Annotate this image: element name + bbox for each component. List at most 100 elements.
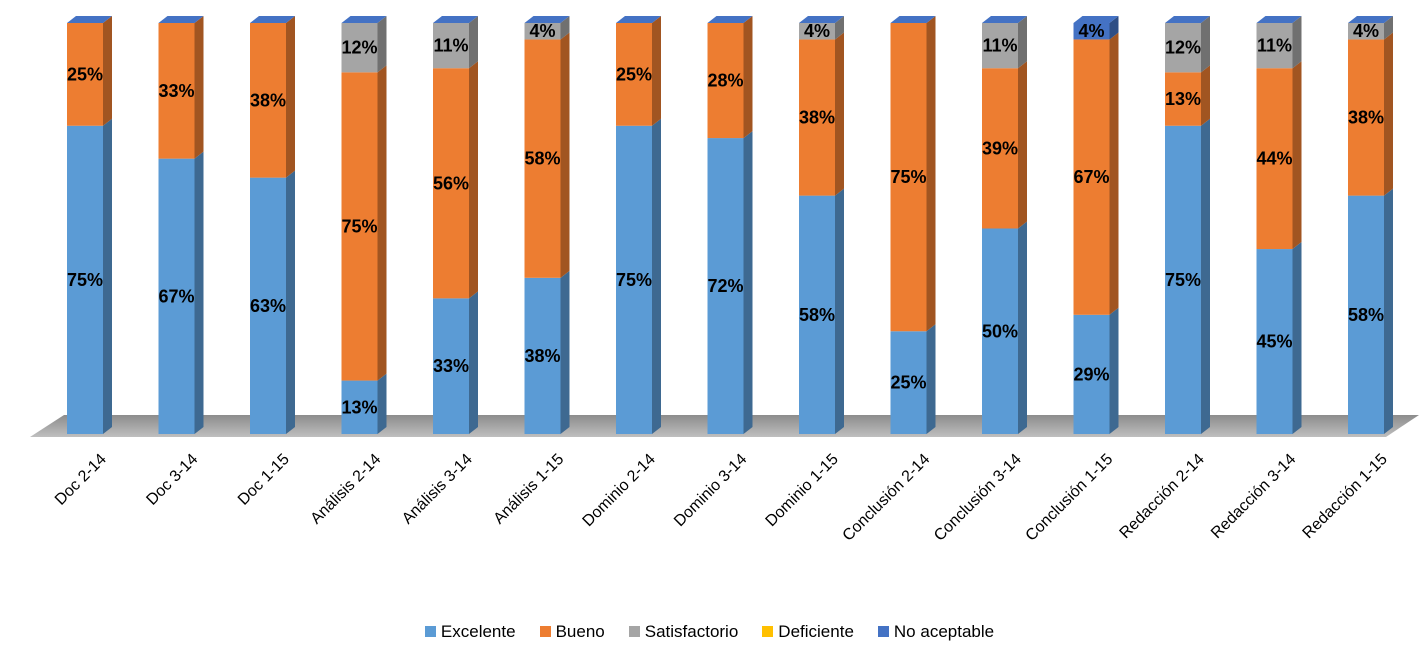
bar-segment bbox=[1256, 68, 1293, 250]
data-label: 4% bbox=[804, 21, 830, 41]
x-tick-label: Doc 2-14 bbox=[52, 451, 110, 509]
bar-segment bbox=[250, 23, 286, 178]
data-label: 12% bbox=[1165, 38, 1201, 58]
legend-swatch bbox=[539, 626, 551, 637]
bar-segment-side bbox=[1201, 65, 1210, 126]
bar-segment-side bbox=[560, 16, 570, 40]
bar-top bbox=[799, 16, 844, 23]
legend-swatch bbox=[628, 626, 640, 637]
bar-segment bbox=[799, 39, 835, 196]
bar-top bbox=[524, 16, 570, 23]
bar-segment-side bbox=[560, 32, 570, 278]
data-label: 75% bbox=[890, 167, 926, 187]
data-label: 38% bbox=[524, 346, 560, 366]
bar-segment bbox=[1165, 23, 1201, 73]
bar-segment bbox=[524, 39, 561, 278]
data-label: 4% bbox=[529, 21, 555, 41]
bar-segment bbox=[707, 138, 744, 434]
bar-segment-side bbox=[1384, 188, 1393, 434]
bar-segment bbox=[341, 72, 378, 381]
x-tick-label: Redacción 1-15 bbox=[1300, 451, 1391, 542]
bar-segment-side bbox=[835, 16, 844, 40]
bar-segment bbox=[1256, 249, 1293, 434]
x-tick-label: Análisis 3-14 bbox=[399, 451, 476, 528]
bar-segment-side bbox=[103, 16, 112, 126]
bar-segment bbox=[158, 23, 195, 159]
bar-segment-side bbox=[286, 170, 295, 434]
x-tick-label: Doc 3-14 bbox=[143, 451, 201, 509]
bar-segment bbox=[982, 228, 1018, 434]
bar-top bbox=[433, 16, 478, 23]
bar-segment bbox=[616, 125, 652, 434]
bar-segment-side bbox=[286, 16, 295, 178]
bar-segment bbox=[67, 125, 103, 434]
data-label: 33% bbox=[433, 356, 469, 376]
bar-segment-side bbox=[1018, 221, 1027, 434]
bar-segment-side bbox=[1384, 32, 1393, 196]
bar-segment-side bbox=[926, 324, 936, 434]
bar-top bbox=[250, 16, 295, 23]
bar-segment bbox=[250, 177, 286, 434]
x-tick-label: Conclusión 2-14 bbox=[840, 451, 934, 545]
data-label: 4% bbox=[1353, 21, 1379, 41]
data-label: 38% bbox=[799, 108, 835, 128]
data-label: 11% bbox=[1257, 36, 1292, 56]
legend: Excelente Bueno Satisfactorio Deficiente No … bbox=[0, 622, 1419, 642]
x-tick-label: Conclusión 3-14 bbox=[931, 451, 1025, 545]
bar-segment bbox=[1165, 125, 1201, 434]
x-tick-label: Doc 1-15 bbox=[235, 451, 293, 509]
bar-segment-side bbox=[835, 32, 844, 196]
x-tick-label: Análisis 2-14 bbox=[308, 451, 385, 528]
bar-segment-side bbox=[469, 291, 478, 434]
bar-segment bbox=[341, 23, 378, 73]
data-label: 33% bbox=[158, 81, 194, 101]
bar-segment-side bbox=[1201, 118, 1210, 434]
bar-top bbox=[1073, 16, 1119, 23]
bar-segment bbox=[982, 23, 1018, 69]
legend-item: Bueno bbox=[539, 622, 605, 642]
bar-top bbox=[982, 16, 1027, 23]
bar-segment-side bbox=[1292, 16, 1302, 69]
bar-segment bbox=[707, 23, 744, 139]
bar-top bbox=[1165, 16, 1210, 23]
data-label: 45% bbox=[1256, 332, 1292, 352]
data-label: 67% bbox=[158, 286, 194, 306]
bar-segment-side bbox=[469, 61, 478, 299]
bar-top bbox=[67, 16, 112, 23]
bar-segment-side bbox=[1109, 16, 1119, 40]
bar-segment-side bbox=[1018, 16, 1027, 69]
legend-item: Deficiente bbox=[762, 622, 854, 642]
bar-segment-side bbox=[194, 151, 204, 434]
data-label: 29% bbox=[1073, 364, 1109, 384]
data-label: 25% bbox=[890, 373, 926, 393]
data-label: 13% bbox=[1165, 89, 1201, 109]
bar-segment bbox=[67, 23, 103, 126]
data-label: 72% bbox=[707, 276, 743, 296]
data-label: 75% bbox=[341, 216, 377, 236]
data-label: 25% bbox=[616, 64, 652, 84]
bar-top bbox=[1256, 16, 1302, 23]
bar-segment-side bbox=[743, 16, 753, 139]
legend-label: Bueno bbox=[555, 622, 605, 641]
bar-segment bbox=[982, 68, 1018, 229]
bar-segment-side bbox=[1109, 307, 1119, 434]
bar-segment-side bbox=[1384, 16, 1393, 40]
x-tick-label: Redacción 3-14 bbox=[1208, 451, 1299, 542]
bar-segment bbox=[1073, 39, 1110, 315]
bar-top bbox=[616, 16, 661, 23]
bar-segment bbox=[158, 158, 195, 434]
x-tick-label: Análisis 1-15 bbox=[491, 451, 568, 528]
bar-segment-side bbox=[926, 16, 936, 332]
bar-segment bbox=[433, 68, 469, 299]
bar-segment bbox=[1073, 314, 1110, 434]
data-label: 75% bbox=[67, 270, 103, 290]
bar-segment bbox=[799, 23, 835, 40]
data-label: 11% bbox=[433, 36, 468, 56]
bar-segment-side bbox=[652, 16, 661, 126]
data-label: 58% bbox=[1348, 305, 1384, 325]
bar-segment bbox=[433, 23, 469, 69]
data-label: 25% bbox=[67, 64, 103, 84]
stacked-bar-chart: 75% 25% 67% 33% 63% 38% 13% 75% 12% 33% 56% 11% 38% 5… bbox=[30, 16, 1419, 545]
bar-segment-side bbox=[469, 16, 478, 69]
bar-segment-side bbox=[1292, 61, 1302, 250]
